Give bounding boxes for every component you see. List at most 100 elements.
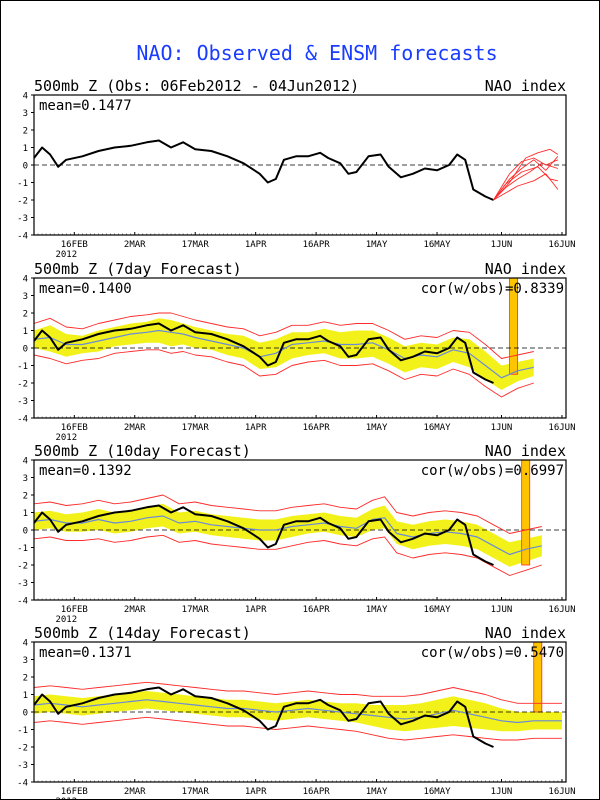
x-tick-label: 17MAR xyxy=(182,605,210,615)
x-tick-label: 17MAR xyxy=(182,240,210,250)
x-tick-label: 2MAR xyxy=(124,605,146,615)
panel-title: 500mb Z (7day Forecast) xyxy=(34,260,242,278)
panel-2: 500mb Z (7day Forecast) NAO index -4 -3 -2 -1… xyxy=(17,260,575,443)
x-tick-label: 1APR xyxy=(245,423,267,433)
x-tick-year: 2012 xyxy=(55,433,77,443)
x-tick-label: 1JUN xyxy=(491,423,513,433)
y-tick-label: 0 xyxy=(23,709,28,719)
y-tick-label: -3 xyxy=(17,761,28,771)
x-tick-label: 1MAY xyxy=(366,423,388,433)
series-ensemble-6 xyxy=(493,166,558,201)
y-tick-label: 2 xyxy=(23,674,28,684)
index-label: NAO index xyxy=(485,77,566,95)
y-tick-label: 4 xyxy=(23,92,28,102)
spread-band xyxy=(34,318,534,390)
x-tick-label: 1MAY xyxy=(366,605,388,615)
y-tick-label: 3 xyxy=(23,474,28,484)
x-tick-label: 16APR xyxy=(303,605,331,615)
series-ens_upper-0 xyxy=(34,312,534,359)
y-tick-label: 3 xyxy=(23,292,28,302)
y-tick-label: 2 xyxy=(23,492,28,502)
series-ens_lower-1 xyxy=(34,716,562,741)
x-tick-label: 1JUN xyxy=(491,787,513,797)
y-tick-label: 1 xyxy=(23,509,28,519)
spread-band xyxy=(34,503,542,567)
forecast-spike xyxy=(521,460,531,566)
mean-label: mean=0.1392 xyxy=(39,463,132,479)
x-tick-label: 2MAR xyxy=(124,240,146,250)
series-ens_upper-0 xyxy=(34,681,562,704)
x-tick-label: 1JUN xyxy=(491,605,513,615)
y-tick-label: -1 xyxy=(17,179,28,189)
y-tick-label: -1 xyxy=(17,726,28,736)
x-tick-label: 16FEB xyxy=(61,605,88,615)
series-ens_mean-2 xyxy=(34,699,562,724)
y-tick-label: 1 xyxy=(23,327,28,337)
y-tick-label: -3 xyxy=(17,214,28,224)
y-tick-label: 1 xyxy=(23,691,28,701)
x-tick-label: 16MAY xyxy=(423,423,451,433)
index-label: NAO index xyxy=(485,442,566,460)
plot-area xyxy=(34,460,566,576)
x-tick-label: 17MAR xyxy=(182,787,210,797)
series-ensemble-5 xyxy=(493,157,559,201)
y-tick-label: -4 xyxy=(17,232,28,242)
mean-label: mean=0.1477 xyxy=(39,98,132,114)
y-tick-label: 0 xyxy=(23,345,28,355)
plot-area xyxy=(34,139,566,201)
panel-1: 500mb Z (Obs: 06Feb2012 - 04Jun2012) NAO … xyxy=(17,77,575,260)
x-tick-label: 16MAY xyxy=(423,605,451,615)
index-label: NAO index xyxy=(485,260,566,278)
y-tick-label: 4 xyxy=(23,275,28,285)
y-tick-label: 0 xyxy=(23,527,28,537)
x-tick-year: 2012 xyxy=(55,250,77,260)
series-ensemble-1 xyxy=(493,156,559,201)
panel-title: 500mb Z (Obs: 06Feb2012 - 04Jun2012) xyxy=(34,77,359,95)
x-tick-label: 16APR xyxy=(303,240,331,250)
y-tick-label: -4 xyxy=(17,597,28,607)
x-tick-label: 16APR xyxy=(303,423,331,433)
x-tick-label: 16JUN xyxy=(548,787,575,797)
y-tick-label: -4 xyxy=(17,779,28,789)
forecast-spike xyxy=(509,278,519,375)
plot-area xyxy=(34,278,566,398)
y-tick-label: 4 xyxy=(23,639,28,649)
x-tick-label: 16JUN xyxy=(548,605,575,615)
panel-4: 500mb Z (14day Forecast) NAO index -4 -3 -2 -… xyxy=(17,624,575,800)
x-tick-label: 1APR xyxy=(245,240,267,250)
series-ens_lower-1 xyxy=(34,534,542,576)
y-tick-label: -1 xyxy=(17,544,28,554)
y-tick-label: 2 xyxy=(23,310,28,320)
x-tick-label: 1APR xyxy=(245,787,267,797)
index-label: NAO index xyxy=(485,624,566,642)
series-ens_mean-2 xyxy=(34,329,534,379)
series-observed-0 xyxy=(34,139,494,201)
series-ens_lower-1 xyxy=(34,349,534,398)
y-tick-label: 0 xyxy=(23,162,28,172)
x-tick-label: 1APR xyxy=(245,605,267,615)
mean-label: mean=0.1400 xyxy=(39,281,132,297)
y-tick-label: 1 xyxy=(23,144,28,154)
panel-3: 500mb Z (10day Forecast) NAO index -4 -3 -2 -… xyxy=(17,442,575,625)
x-tick-label: 2MAR xyxy=(124,423,146,433)
y-tick-label: 4 xyxy=(23,457,28,467)
panel-title: 500mb Z (14day Forecast) xyxy=(34,624,251,642)
x-tick-year: 2012 xyxy=(55,615,77,625)
x-tick-label: 16APR xyxy=(303,787,331,797)
correlation-label: cor(w/obs)=0.8339 xyxy=(421,281,564,297)
x-tick-label: 16JUN xyxy=(548,423,575,433)
y-tick-label: 3 xyxy=(23,109,28,119)
correlation-label: cor(w/obs)=0.6997 xyxy=(421,463,564,479)
spread-band xyxy=(34,691,562,732)
y-tick-label: -1 xyxy=(17,362,28,372)
series-observed-3 xyxy=(34,686,494,748)
series-observed-3 xyxy=(34,504,494,566)
y-tick-label: -2 xyxy=(17,197,28,207)
x-tick-label: 2MAR xyxy=(124,787,146,797)
forecast-spike xyxy=(533,642,543,713)
y-tick-label: -2 xyxy=(17,744,28,754)
correlation-label: cor(w/obs)=0.5470 xyxy=(421,645,564,661)
y-tick-label: 2 xyxy=(23,127,28,137)
y-tick-label: -3 xyxy=(17,579,28,589)
